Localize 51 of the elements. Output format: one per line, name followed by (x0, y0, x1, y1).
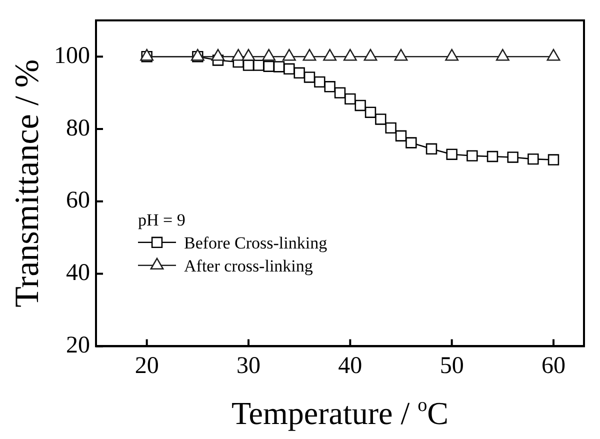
point (211, 48, 225, 61)
point (232, 48, 246, 61)
legend-label: After cross-linking (184, 256, 314, 276)
y-tick-label: 20 (66, 332, 90, 358)
point (294, 67, 305, 78)
point (406, 137, 417, 148)
point (324, 81, 336, 92)
y-tick-label: 80 (66, 115, 90, 142)
y-tick-label: 40 (66, 260, 90, 286)
point (486, 150, 498, 162)
point (304, 72, 316, 83)
point (263, 60, 274, 72)
point (364, 48, 378, 61)
legend-title: pH = 9 (138, 210, 186, 230)
x-tick-label: 60 (542, 352, 566, 379)
point (507, 152, 518, 163)
point (302, 48, 316, 61)
point (426, 143, 438, 155)
point (242, 48, 256, 61)
point (375, 114, 386, 125)
legend-label: Before Cross-linking (184, 233, 328, 252)
point (284, 63, 295, 75)
point (364, 106, 376, 118)
point (282, 48, 296, 61)
point (446, 148, 458, 160)
point (343, 48, 357, 61)
point (273, 61, 285, 72)
point (140, 48, 154, 61)
x-tick-label: 20 (134, 352, 159, 379)
point (445, 48, 459, 61)
point (395, 130, 407, 142)
point (385, 122, 396, 134)
point (548, 154, 560, 166)
x-tick-label: 30 (236, 352, 260, 379)
point (314, 76, 326, 88)
point (354, 100, 366, 112)
point (334, 87, 346, 98)
point (323, 48, 337, 61)
point (190, 48, 204, 61)
x-tick-label: 40 (338, 352, 362, 379)
x-tick-label: 50 (440, 352, 464, 379)
point (528, 153, 539, 165)
y-axis-title: Transmittance / % (9, 59, 46, 308)
y-tick-label: 100 (54, 42, 90, 69)
point (262, 48, 276, 61)
point (344, 93, 356, 105)
point (546, 48, 560, 61)
point (496, 48, 510, 61)
point (466, 150, 478, 162)
y-tick-label: 60 (66, 188, 90, 214)
point (394, 48, 408, 61)
